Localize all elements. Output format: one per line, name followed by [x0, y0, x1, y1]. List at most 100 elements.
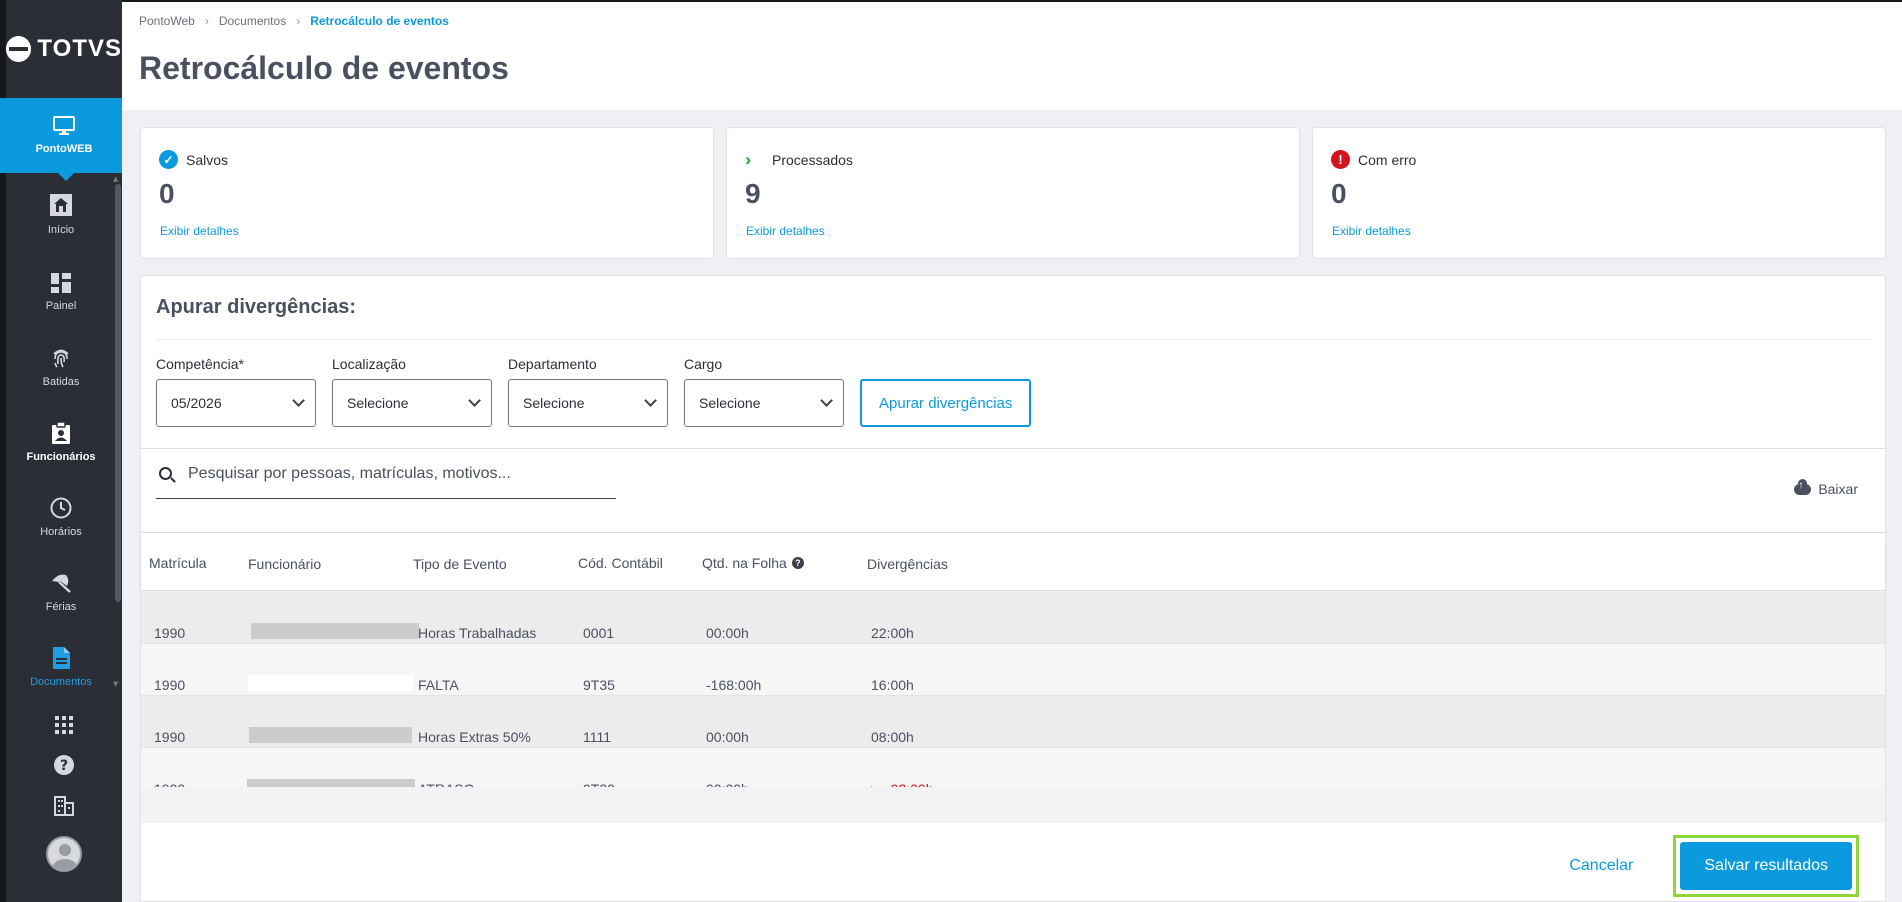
table-row[interactable]: 1990 FALTA 9T35 -168:00h 16:00h [141, 644, 1885, 696]
cell-tipo: FALTA [418, 677, 459, 693]
panel-title: Apurar divergências: [156, 296, 357, 318]
check-circle-icon: ✓ [159, 150, 178, 169]
card-com-erro: ! Com erro 0 Exibir detalhes [1312, 127, 1886, 259]
sidebar-item-label: Documentos [30, 676, 92, 688]
col-matricula[interactable]: Matrícula [149, 555, 207, 571]
cell-cod: 9T35 [583, 677, 615, 693]
competencia-select[interactable]: 05/2026 [156, 379, 316, 427]
cell-tipo: Horas Trabalhadas [418, 625, 537, 641]
document-icon [52, 647, 70, 669]
save-results-button[interactable]: Salvar resultados [1680, 842, 1852, 890]
monitor-icon [53, 116, 75, 135]
sidebar-item-label: Batidas [42, 376, 80, 388]
apps-grid-icon[interactable] [55, 716, 73, 734]
card-salvos: ✓ Salvos 0 Exibir detalhes [140, 127, 714, 259]
cell-matricula: 1990 [154, 729, 186, 745]
cell-qtd: -168:00h [706, 677, 762, 693]
departamento-select[interactable]: Selecione [508, 379, 668, 427]
apurar-divergencias-button[interactable]: Apurar divergências [860, 379, 1032, 427]
cargo-value: Selecione [699, 395, 761, 411]
save-button-highlight: Salvar resultados [1673, 835, 1859, 897]
divider [156, 339, 1870, 340]
scroll-up-arrow[interactable]: ▲ [113, 175, 119, 183]
departamento-label: Departamento [508, 356, 597, 372]
competencia-label: Competência* [156, 356, 244, 372]
help-icon[interactable]: ? [53, 754, 75, 776]
double-chevron-icon: ›› [745, 150, 751, 169]
table-row[interactable]: 1990 Horas Extras 50% 1111 00:00h 08:00h [141, 696, 1885, 748]
sidebar-item-horarios[interactable]: Horários [6, 480, 116, 555]
sidebar-item-label: PontoWEB [35, 143, 93, 155]
home-icon [50, 193, 72, 216]
totvs-logo-icon [6, 36, 32, 62]
card-processados: ›› Processados 9 Exibir detalhes [726, 127, 1300, 259]
card-value: 0 [159, 178, 175, 209]
card-title: Processados [772, 152, 853, 168]
localizacao-label: Localização [332, 356, 406, 372]
table-row[interactable]: 1990 Horas Trabalhadas 0001 00:00h 22:00… [141, 592, 1885, 644]
footer-actions: Cancelar Salvar resultados [1569, 835, 1859, 897]
col-qtd-folha[interactable]: Qtd. na Folha ? [702, 555, 804, 571]
fingerprint-icon [53, 349, 69, 368]
cell-cod: 1111 [583, 729, 612, 745]
col-cod-contabil[interactable]: Cód. Contábil [578, 555, 663, 571]
sidebar-item-label: Início [47, 223, 75, 236]
cell-div: 08:00h [871, 729, 914, 745]
filters: Competência* 05/2026 Localização Selecio… [156, 356, 1032, 427]
exibir-detalhes-link[interactable]: Exibir detalhes [1332, 224, 1411, 238]
baixar-button[interactable]: Baixar [1794, 478, 1858, 497]
chevron-down-icon [820, 394, 833, 407]
sidebar-item-inicio[interactable]: Início [6, 173, 116, 255]
scroll-down-arrow[interactable]: ▼ [113, 680, 119, 688]
search-input[interactable] [188, 464, 588, 483]
sidebar-item-label: Horários [40, 526, 82, 538]
sidebar-item-funcionarios[interactable]: Funcionários [6, 405, 116, 480]
brand-name: TOTVS [37, 35, 122, 62]
help-icon[interactable]: ? [791, 557, 804, 569]
sidebar-item-batidas[interactable]: Batidas [6, 330, 116, 405]
building-icon[interactable] [54, 796, 74, 816]
exibir-detalhes-link[interactable]: Exibir detalhes [746, 224, 825, 238]
card-title: Salvos [186, 151, 229, 168]
sidebar-item-label: Funcionários [26, 451, 96, 463]
sidebar-item-ferias[interactable]: Férias [6, 555, 116, 630]
sidebar-item-pontoweb[interactable]: PontoWEB [0, 98, 122, 181]
breadcrumb-item-pontoweb[interactable]: PontoWeb [139, 14, 195, 28]
redacted-name [248, 675, 413, 691]
clock-icon [50, 497, 72, 519]
departamento-value: Selecione [523, 395, 585, 411]
breadcrumb-item-documentos[interactable]: Documentos [218, 14, 287, 28]
sidebar-item-label: Painel [45, 300, 77, 312]
localizacao-value: Selecione [347, 395, 409, 411]
search-toolbar: Baixar [141, 448, 1885, 533]
page-header: PontoWeb › Documentos › Retrocálculo de … [122, 0, 1902, 110]
page-title: Retrocálculo de eventos [139, 50, 509, 86]
table-header: Matrícula Funcionário Tipo de Evento Cód… [141, 533, 1885, 591]
avatar[interactable] [46, 836, 82, 872]
card-title: Com erro [1358, 151, 1417, 168]
table-body: 1990 Horas Trabalhadas 0001 00:00h 22:00… [141, 592, 1885, 800]
col-divergencias[interactable]: Divergências [867, 556, 948, 572]
cell-div: 16:00h [871, 677, 914, 693]
cell-tipo: Horas Extras 50% [418, 729, 531, 745]
cancel-button[interactable]: Cancelar [1569, 857, 1634, 874]
redacted-name [249, 727, 412, 743]
cargo-select[interactable]: Selecione [684, 379, 844, 427]
chevron-down-icon [292, 394, 305, 407]
totvs-logo[interactable]: TOTVS [6, 0, 122, 98]
sidebar-item-painel[interactable]: Painel [6, 255, 116, 330]
table-footer-strip [141, 787, 1885, 823]
umbrella-icon [52, 574, 71, 593]
col-tipo-evento[interactable]: Tipo de Evento [413, 556, 507, 572]
apurar-panel: Apurar divergências: Competência* 05/202… [140, 275, 1886, 902]
cell-cod: 0001 [583, 625, 615, 641]
localizacao-select[interactable]: Selecione [332, 379, 492, 427]
col-funcionario[interactable]: Funcionário [248, 556, 322, 572]
sidebar-scrollbar[interactable] [115, 184, 121, 602]
breadcrumb-current: Retrocálculo de eventos [310, 14, 449, 28]
cell-qtd: 00:00h [706, 625, 749, 641]
error-circle-icon: ! [1331, 150, 1350, 169]
sidebar-item-documentos[interactable]: Documentos [6, 630, 116, 690]
exibir-detalhes-link[interactable]: Exibir detalhes [160, 224, 239, 238]
dashboard-icon [51, 273, 71, 293]
